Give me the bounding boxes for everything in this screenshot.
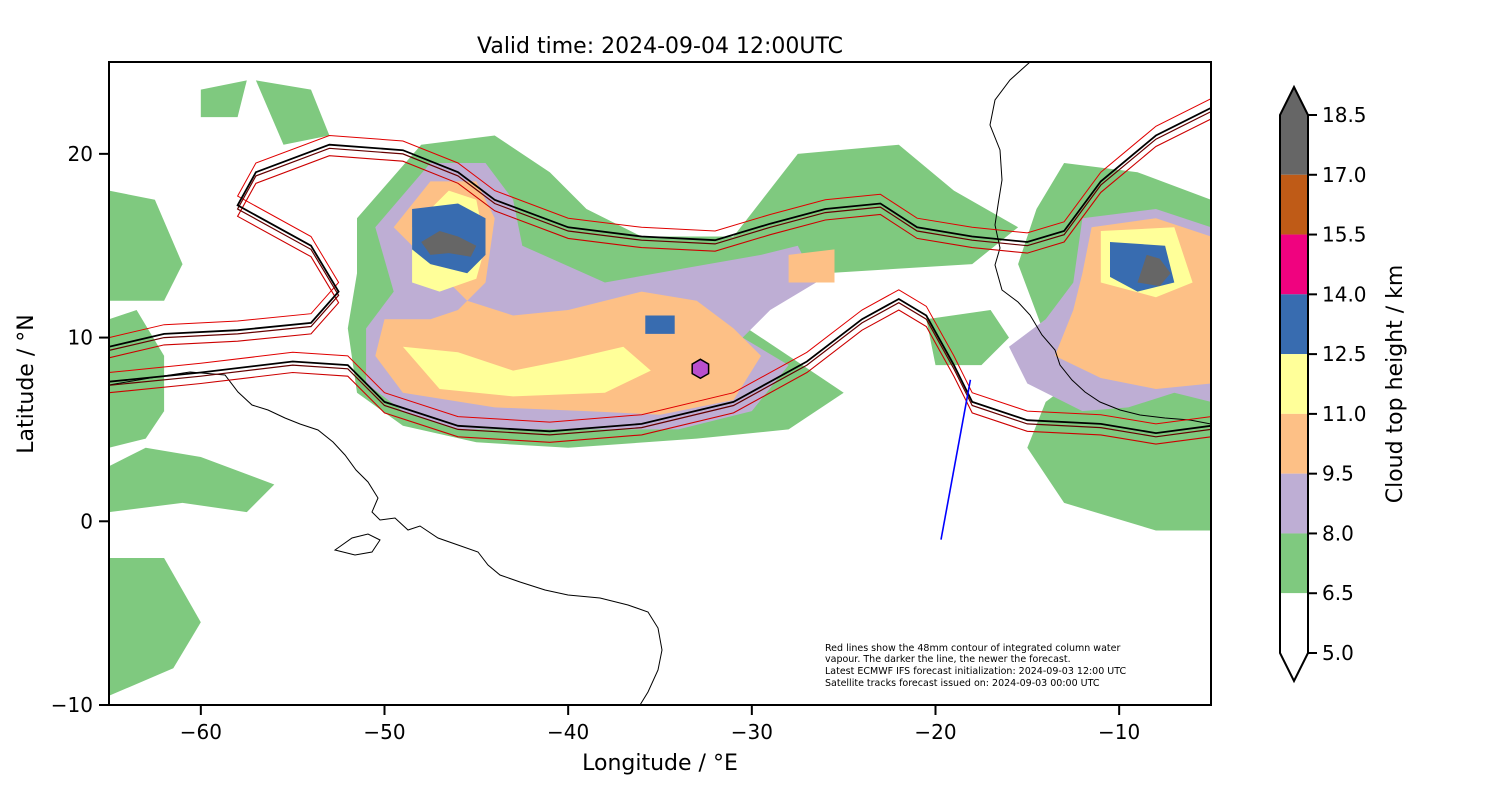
- x-tick-label: −40: [547, 720, 589, 744]
- x-axis: −60 −50 −40 −30 −20 −10: [180, 705, 1140, 744]
- colorbar-bin: [1280, 533, 1308, 594]
- x-tick-label: −10: [1098, 720, 1140, 744]
- colorbar-tick-label: 9.5: [1322, 462, 1354, 486]
- map-annotation: Red lines show the 48mm contour of integ…: [825, 643, 1126, 689]
- colorbar-tick-label: 11.0: [1322, 402, 1367, 426]
- cloud-region: [1137, 254, 1171, 287]
- map-plot-area: [109, 62, 1211, 705]
- colorbar-bin: [1280, 354, 1308, 414]
- colorbar-bin: [1280, 593, 1308, 653]
- plot-frame: [108, 61, 1212, 706]
- tcwv-contour-older: [109, 118, 1211, 359]
- cloud-region: [109, 447, 275, 513]
- tcwv-contour-older: [109, 289, 1211, 425]
- coastline-south-america: [109, 371, 663, 705]
- map-title: Valid time: 2024-09-04 12:00UTC: [477, 34, 843, 59]
- colorbar-label: Cloud top height / km: [1383, 265, 1408, 504]
- colorbar-bin: [1280, 115, 1308, 175]
- annotation-line: Red lines show the 48mm contour of integ…: [825, 643, 1120, 654]
- colorbar-tick-label: 6.5: [1322, 581, 1354, 605]
- y-tick-label: 0: [80, 509, 93, 533]
- colorbar-tick-label: 5.0: [1322, 641, 1354, 665]
- colorbar-extend-max: [1280, 87, 1308, 115]
- y-tick-label: 20: [68, 142, 93, 166]
- coastline-africa: [989, 62, 1211, 425]
- cloud-region: [788, 249, 835, 283]
- colorbar-bin: [1280, 413, 1308, 474]
- tcwv-contour-newest: [109, 297, 1211, 435]
- x-axis-label: Longitude / °E: [582, 751, 738, 776]
- colorbar-extend-min: [1280, 653, 1308, 681]
- y-axis-label: Latitude / °N: [14, 314, 39, 453]
- annotation-line: Latest ECMWF IFS forecast initialization…: [825, 666, 1126, 677]
- colorbar-tick-label: 18.5: [1322, 103, 1367, 127]
- cloud-region: [109, 558, 201, 696]
- tcwv-contour-older: [109, 302, 1211, 438]
- satellite-track: [940, 379, 972, 540]
- tcwv-contour-older: [109, 111, 1211, 351]
- cloud-region: [645, 315, 675, 334]
- colorbar-tick-label: 14.0: [1322, 282, 1367, 306]
- colorbar-tick-label: 15.5: [1322, 223, 1367, 247]
- annotation-line: vapour. The darker the line, the newer t…: [825, 654, 1071, 665]
- coastlines: [109, 62, 1211, 705]
- x-tick-label: −50: [363, 720, 405, 744]
- colorbar-tick-label: 12.5: [1322, 342, 1367, 366]
- x-tick-label: −20: [914, 720, 956, 744]
- y-tick-label: −10: [51, 693, 93, 717]
- cloud-region: [109, 190, 183, 301]
- tcwv-contour-newest: [109, 107, 1211, 348]
- tcwv-contour-older: [109, 309, 1211, 445]
- x-tick-label: −30: [731, 720, 773, 744]
- cloud-region: [200, 80, 247, 118]
- cloud-region: [421, 231, 477, 257]
- station-marker: [691, 358, 710, 380]
- colorbar: 18.5 17.0 15.5 14.0 12.5 11.0 9.5 8.0 6.5 5.0: [1279, 84, 1367, 684]
- colorbar-bin: [1280, 473, 1308, 534]
- colorbar-tick-label: 17.0: [1322, 163, 1367, 187]
- x-tick-label: −60: [180, 720, 222, 744]
- cloud-region: [255, 80, 330, 145]
- y-tick-label: 10: [68, 326, 93, 350]
- colorbar-tick-label: 8.0: [1322, 521, 1354, 545]
- cloud-region: [402, 346, 651, 397]
- water-vapour-contours: [109, 98, 1211, 445]
- coastline-marajo: [333, 533, 381, 556]
- y-axis: −10 0 10 20: [51, 142, 109, 717]
- colorbar-bin: [1280, 234, 1308, 295]
- colorbar-bin: [1280, 294, 1308, 355]
- tcwv-contour-older: [109, 98, 1211, 339]
- annotation-line: Satellite tracks forecast issued on: 202…: [825, 678, 1100, 689]
- colorbar-bin: [1280, 174, 1308, 235]
